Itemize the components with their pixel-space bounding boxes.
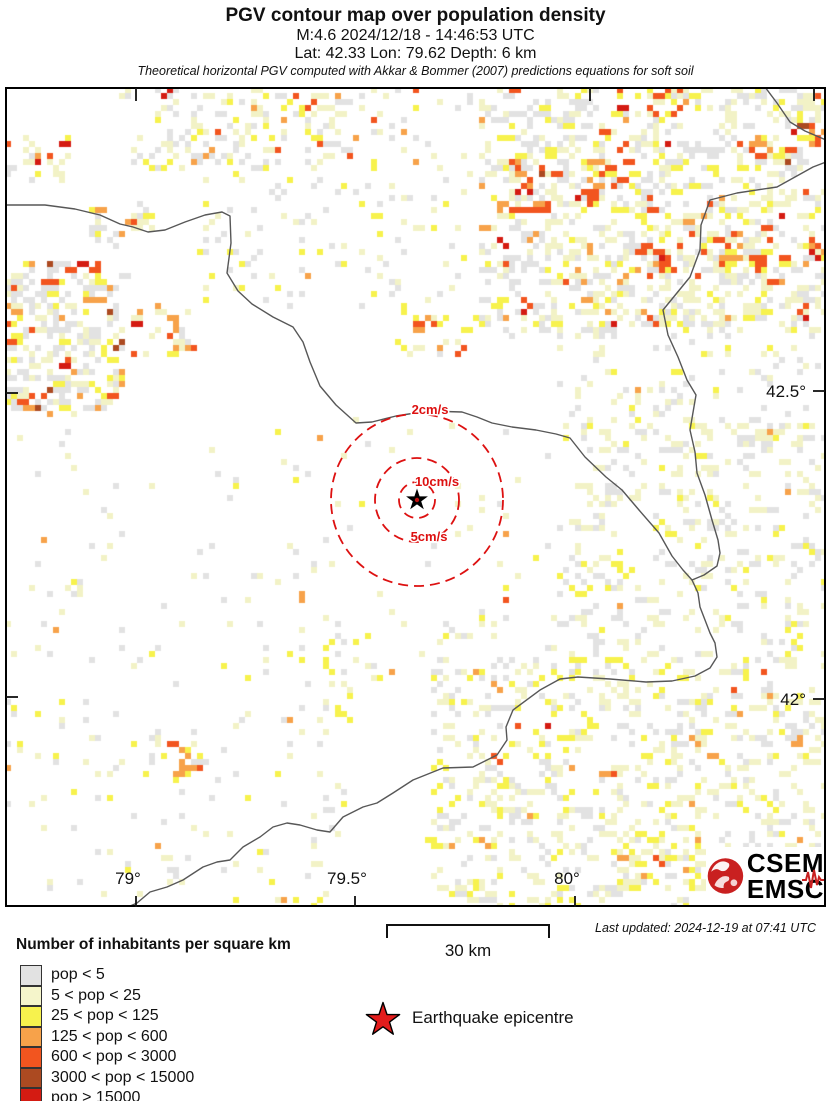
- legend-row-label: 5 < pop < 25: [51, 986, 141, 1004]
- last-updated-text: Last updated: 2024-12-19 at 07:41 UTC: [595, 921, 816, 935]
- pgv-contours: 2cm/s 5cm/s 10cm/s: [330, 401, 504, 587]
- event-magnitude-time: M:4.6 2024/12/18 - 14:46:53 UTC: [296, 27, 535, 44]
- legend-color-swatch: [20, 1006, 42, 1027]
- pgv-contour-ring: [398, 481, 436, 519]
- legend-row: 125 < pop < 600: [20, 1026, 194, 1047]
- legend-title: Number of inhabitants per square km: [16, 936, 291, 953]
- country-border-line: [5, 204, 718, 907]
- logo-line-emsc: EMSC: [746, 874, 824, 904]
- pgv-contour-ring: [374, 457, 460, 543]
- lon-axis-label: 79°: [115, 869, 141, 888]
- page-title: PGV contour map over population density: [225, 5, 606, 26]
- epicentre-star-glyph: [365, 1001, 401, 1035]
- scale-bar: [386, 924, 550, 938]
- emsc-globe-icon: [707, 858, 744, 894]
- epicentre-legend: Earthquake epicentre: [364, 998, 574, 1038]
- population-legend: pop < 5 5 < pop < 25 25 < pop < 125 125 < p…: [20, 965, 194, 1101]
- pgv-contour-ring: [330, 413, 504, 587]
- legend-color-swatch: [20, 1067, 42, 1088]
- seismogram-icon: [802, 869, 824, 889]
- pgv-contour-label: 5cm/s: [411, 529, 448, 544]
- lon-axis-label: 80°: [554, 869, 580, 888]
- legend-color-swatch: [20, 1088, 42, 1101]
- lon-axis-label: 79.5°: [327, 869, 367, 888]
- event-location-depth: Lat: 42.33 Lon: 79.62 Depth: 6 km: [294, 45, 537, 62]
- model-note: Theoretical horizontal PGV computed with…: [137, 64, 694, 78]
- lat-axis-label: 42.5°: [766, 382, 806, 401]
- legend-row: 600 < pop < 3000: [20, 1047, 194, 1068]
- legend-row-label: 3000 < pop < 15000: [51, 1068, 195, 1086]
- legend-row-label: 25 < pop < 125: [51, 1007, 159, 1025]
- legend-row: 25 < pop < 125: [20, 1006, 194, 1027]
- epicentre-star-icon: [365, 1001, 401, 1035]
- pgv-map: 2cm/s 5cm/s 10cm/s 79° 79.5° 80° 42.5° 42° CSEM…: [5, 87, 826, 907]
- country-border-line: [662, 161, 826, 581]
- map-overlay: 2cm/s 5cm/s 10cm/s 79° 79.5° 80° 42.5° 42°: [5, 87, 826, 907]
- country-borders: [5, 87, 826, 907]
- legend-row-label: 125 < pop < 600: [51, 1027, 168, 1045]
- logo-line-csem: CSEM: [746, 848, 824, 878]
- pgv-contour-label: 2cm/s: [412, 402, 449, 417]
- scale-bar-label: 30 km: [444, 941, 492, 960]
- pgv-contour-label: 10cm/s: [415, 474, 459, 489]
- legend-color-swatch: [20, 1047, 42, 1068]
- legend-row-label: 600 < pop < 3000: [51, 1048, 177, 1066]
- legend-row: pop > 15000: [20, 1088, 194, 1101]
- logo-text: CSEM EMSC: [747, 850, 824, 902]
- legend-row: 3000 < pop < 15000: [20, 1067, 195, 1088]
- epicenter-star-center: [414, 497, 420, 503]
- country-border-line: [764, 87, 826, 141]
- legend-color-swatch: [20, 965, 42, 986]
- legend-row-label: pop < 5: [51, 966, 105, 984]
- figure-header: PGV contour map over population density …: [0, 0, 831, 79]
- axis-ticks: [6, 88, 825, 907]
- csem-emsc-logo: CSEM EMSC: [706, 847, 824, 905]
- legend-row: 5 < pop < 25: [20, 985, 194, 1006]
- epicentre-legend-label: Earthquake epicentre: [412, 1008, 574, 1027]
- legend-row: pop < 5: [20, 965, 194, 986]
- map-frame: [5, 87, 826, 907]
- legend-color-swatch: [20, 1026, 42, 1047]
- legend-row-label: pop > 15000: [51, 1089, 141, 1101]
- legend-color-swatch: [20, 985, 42, 1006]
- lat-axis-label: 42°: [780, 690, 806, 709]
